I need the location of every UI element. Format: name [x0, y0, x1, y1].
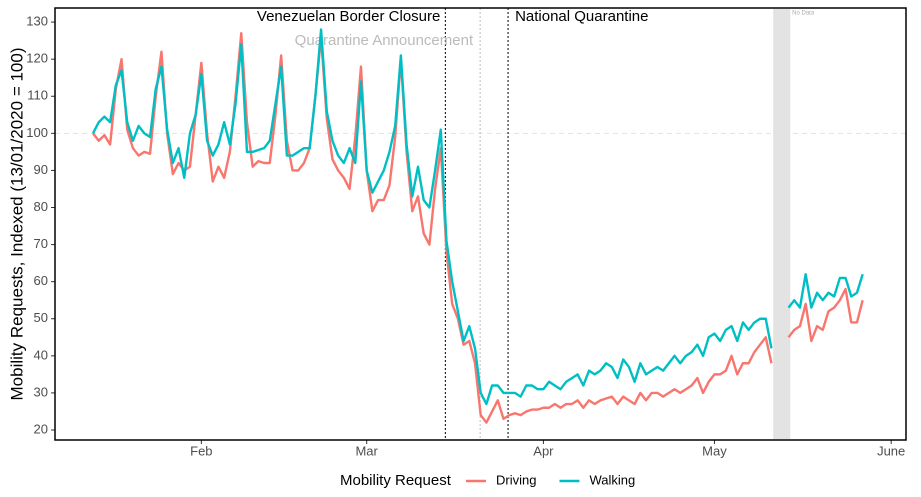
x-tick-label: June — [877, 443, 905, 458]
y-tick-label: 110 — [27, 88, 48, 103]
y-tick-label: 130 — [26, 14, 48, 29]
y-tick-label: 90 — [34, 162, 48, 177]
event-label: National Quarantine — [515, 8, 648, 25]
y-tick-label: 80 — [34, 199, 48, 214]
x-tick-label: May — [702, 443, 727, 458]
y-tick-label: 100 — [26, 125, 48, 140]
y-tick-label: 20 — [34, 421, 48, 436]
y-tick-label: 50 — [34, 310, 48, 325]
legend-title: Mobility Request — [340, 472, 452, 489]
y-axis-label: Mobility Requests, Indexed (13/01/2020 =… — [7, 48, 26, 401]
x-tick-label: Mar — [355, 443, 378, 458]
y-tick-label: 60 — [34, 273, 48, 288]
y-tick-label: 120 — [26, 51, 48, 66]
x-tick-label: Apr — [533, 443, 554, 458]
series-line — [91, 28, 864, 406]
x-tick-label: Feb — [190, 443, 212, 458]
no-data-label: No Data — [792, 11, 815, 17]
legend-label: Walking — [589, 472, 635, 487]
y-tick-label: 30 — [34, 384, 48, 399]
no-data-band — [773, 9, 791, 439]
event-label: Venezuelan Border Closure — [257, 8, 440, 25]
y-tick-label: 70 — [34, 236, 48, 251]
legend-label: Driving — [496, 472, 536, 487]
y-tick-label: 40 — [34, 347, 48, 362]
event-label: Quarantine Announcement — [295, 32, 474, 49]
plot-border — [54, 7, 907, 441]
